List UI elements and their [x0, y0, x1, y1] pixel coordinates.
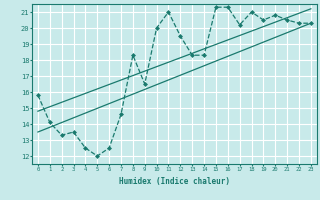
X-axis label: Humidex (Indice chaleur): Humidex (Indice chaleur) [119, 177, 230, 186]
